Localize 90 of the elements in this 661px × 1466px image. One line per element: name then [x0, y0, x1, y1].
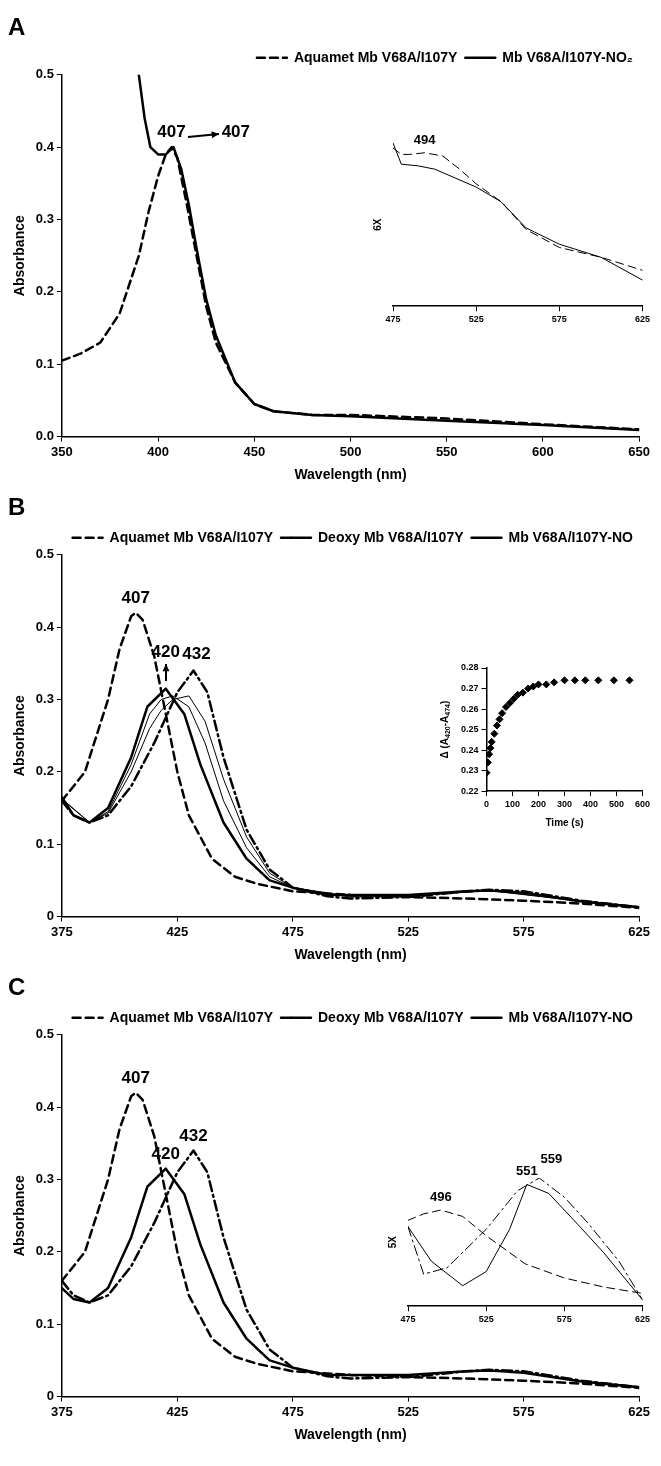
y-tick-label: 0 [46, 1388, 54, 1404]
y-tick-label: 0.22 [460, 785, 479, 796]
annotation: 496 [429, 1189, 452, 1205]
y-tick-label: 0.0 [35, 428, 54, 444]
annotation: 551 [515, 1163, 538, 1179]
y-tick-label: 0.5 [35, 1026, 54, 1042]
x-tick-label: 400 [582, 799, 599, 810]
y-tick-label: 0.4 [35, 1098, 55, 1114]
x-tick-label: 600 [634, 799, 651, 810]
legend-label: Aquamet Mb V68A/I107Y [109, 1008, 274, 1025]
x-tick-label: 525 [468, 314, 484, 325]
x-tick-label: 625 [634, 1314, 651, 1325]
x-tick-label: 375 [51, 923, 73, 939]
x-tick-label: 100 [505, 799, 521, 810]
x-tick-label: 475 [281, 923, 304, 939]
y-tick-label: 0.28 [460, 662, 479, 673]
y-tick-label: 0.1 [35, 835, 54, 851]
x-tick-label: 200 [530, 799, 547, 810]
annotation: 407 [121, 1067, 150, 1087]
y-tick-label: 0.3 [35, 691, 54, 707]
x-tick-label: 650 [628, 443, 651, 459]
legend-label: Aquamet Mb V68A/I107Y [109, 528, 274, 545]
annotation: 432 [179, 1125, 208, 1145]
y-axis-title: Absorbance [11, 215, 28, 297]
y-tick-label: 0.27 [460, 683, 479, 694]
x-tick-label: 350 [51, 443, 73, 459]
x-axis-title: Wavelength (nm) [294, 1426, 407, 1443]
y-tick-label: 0.1 [35, 355, 54, 371]
legend-label: Aquamet Mb V68A/I107Y [293, 48, 458, 65]
legend-label: Mb V68A/I107Y-NO [508, 1008, 634, 1025]
y-tick-label: 0.25 [460, 724, 479, 735]
legend-label: Mb V68A/I107Y-NO₂ [502, 48, 634, 65]
y-tick-label: 0.24 [460, 744, 479, 755]
x-tick-label: 575 [512, 1403, 535, 1419]
x-tick-label: 625 [628, 923, 651, 939]
annotation: 407 [221, 122, 251, 142]
chart-title: B [8, 493, 26, 521]
x-tick-label: 625 [634, 314, 651, 325]
x-tick-label: 525 [397, 1403, 420, 1419]
annotation: 432 [182, 644, 211, 664]
y-tick-label: 0.5 [35, 66, 54, 82]
annotation: 494 [413, 131, 437, 147]
annotation: 407 [157, 122, 186, 142]
x-tick-label: 475 [400, 1314, 416, 1325]
x-axis-title: Wavelength (nm) [294, 946, 407, 963]
y-axis-title: Absorbance [11, 1175, 28, 1257]
x-tick-label: 425 [166, 923, 189, 939]
y-tick-label: 0 [46, 908, 54, 924]
x-tick-label: 575 [556, 1314, 572, 1325]
chart-title: C [8, 973, 26, 1001]
annotation: 420 [151, 641, 180, 661]
annotation: 559 [540, 1151, 563, 1167]
y-tick-label: 0.1 [35, 1315, 54, 1331]
x-tick-label: 475 [385, 314, 401, 325]
x-tick-label: 600 [532, 443, 554, 459]
y-tick-label: 0.2 [35, 1243, 54, 1259]
y-tick-label: 0.26 [460, 703, 479, 714]
x-tick-label: 475 [281, 1403, 304, 1419]
x-axis-title: Wavelength (nm) [294, 466, 407, 483]
y-tick-label: 0.2 [35, 763, 54, 779]
y-axis-title: Absorbance [11, 695, 28, 777]
x-tick-label: 500 [339, 443, 362, 459]
x-tick-label: 575 [551, 314, 567, 325]
legend-label: Deoxy Mb V68A/I107Y [318, 1008, 465, 1025]
x-tick-label: 550 [435, 443, 458, 459]
y-tick-label: 0.4 [35, 138, 55, 154]
y-tick-label: 0.2 [35, 283, 54, 299]
x-tick-label: 375 [51, 1403, 73, 1419]
y-tick-label: 0.23 [460, 765, 479, 776]
y-tick-label: 0.5 [35, 546, 54, 562]
y-tick-label: 0.4 [35, 618, 55, 634]
x-tick-label: 525 [397, 923, 420, 939]
x-tick-label: 0 [484, 799, 490, 810]
legend-label: Deoxy Mb V68A/I107Y [318, 528, 465, 545]
chart-title: A [8, 13, 26, 41]
annotation: 407 [121, 587, 150, 607]
x-tick-label: 525 [478, 1314, 494, 1325]
x-tick-label: 300 [556, 799, 573, 810]
y-axis-title: 5X [386, 1235, 398, 1249]
y-tick-label: 0.3 [35, 1171, 54, 1187]
x-tick-label: 500 [608, 799, 625, 810]
x-axis-title: Time (s) [545, 816, 584, 828]
x-tick-label: 450 [243, 443, 266, 459]
legend-label: Mb V68A/I107Y-NO [508, 528, 634, 545]
x-tick-label: 425 [166, 1403, 189, 1419]
x-tick-label: 400 [147, 443, 169, 459]
y-tick-label: 0.3 [35, 211, 54, 227]
x-tick-label: 625 [628, 1403, 651, 1419]
y-axis-title: 6X [371, 218, 383, 231]
x-tick-label: 575 [512, 923, 535, 939]
